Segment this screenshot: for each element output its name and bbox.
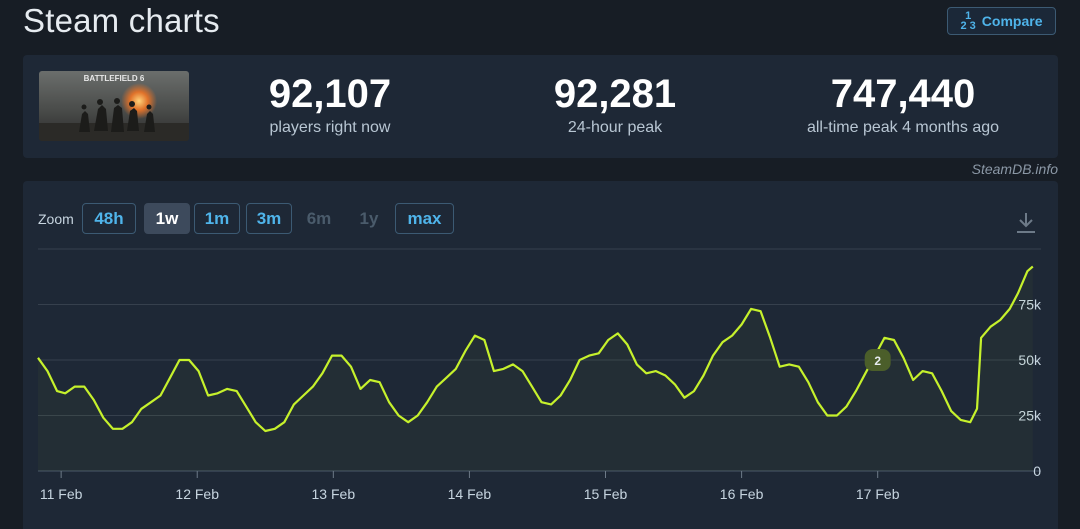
download-icon[interactable]	[1015, 211, 1037, 235]
x-tick-label: 12 Feb	[175, 486, 219, 502]
watermark: SteamDB.info	[971, 161, 1058, 177]
x-tick-label: 17 Feb	[856, 486, 900, 502]
compare-label: Compare	[981, 13, 1043, 29]
zoom-3m-button[interactable]: 3m	[246, 203, 292, 234]
y-tick-label: 75k	[1018, 297, 1042, 313]
game-logo-text: BATTLEFIELD 6	[84, 74, 145, 83]
stat-24h-peak: 92,281 24-hour peak	[540, 72, 690, 137]
x-tick-label: 11 Feb	[40, 486, 83, 502]
stat-24h-peak-value: 92,281	[553, 72, 677, 116]
page-title: Steam charts	[23, 2, 220, 39]
zoom-max-button[interactable]: max	[395, 203, 454, 234]
y-tick-label: 25k	[1018, 408, 1042, 424]
x-tick-label: 15 Feb	[584, 486, 628, 502]
stat-current: 92,107 players right now	[255, 72, 405, 137]
stat-current-label: players right now	[269, 119, 391, 136]
zoom-1y-button: 1y	[359, 208, 379, 228]
stat-24h-peak-label: 24-hour peak	[567, 119, 663, 136]
stat-all-time-peak-value: 747,440	[830, 72, 976, 116]
x-tick-label: 14 Feb	[448, 486, 492, 502]
zoom-1w-button[interactable]: 1w	[144, 203, 190, 234]
zoom-48h-button[interactable]: 48h	[82, 203, 136, 234]
y-tick-label: 50k	[1018, 352, 1042, 368]
zoom-label: Zoom	[38, 211, 74, 227]
compare-icon: 1 2 3	[960, 10, 976, 32]
stat-all-time-peak-label: all-time peak 4 months ago	[806, 119, 1000, 136]
zoom-6m-button: 6m	[306, 208, 332, 228]
annotation-label: 2	[874, 354, 881, 368]
y-tick-label: 0	[1033, 463, 1041, 479]
stat-current-value: 92,107	[268, 72, 392, 116]
stats-card: BATTLEFIELD 6 92,107 players right now 9…	[23, 55, 1058, 158]
stat-all-time-peak: 747,440 all-time peak 4 months ago	[783, 72, 1023, 137]
game-thumbnail[interactable]: BATTLEFIELD 6	[39, 71, 189, 141]
chart-card: 0 25k 50k 75k 11 Feb 12 Feb 13 Feb 14 Feb 15 Feb…	[23, 181, 1058, 529]
player-chart[interactable]: 0 25k 50k 75k 11 Feb 12 Feb 13 Feb 14 Feb 15 Feb…	[23, 181, 1058, 529]
annotation-marker[interactable]	[864, 349, 891, 371]
x-tick-label: 13 Feb	[312, 486, 356, 502]
x-tick-label: 16 Feb	[720, 486, 764, 502]
compare-button[interactable]: 1 2 3 Compare	[947, 7, 1056, 35]
zoom-1m-button[interactable]: 1m	[194, 203, 240, 234]
